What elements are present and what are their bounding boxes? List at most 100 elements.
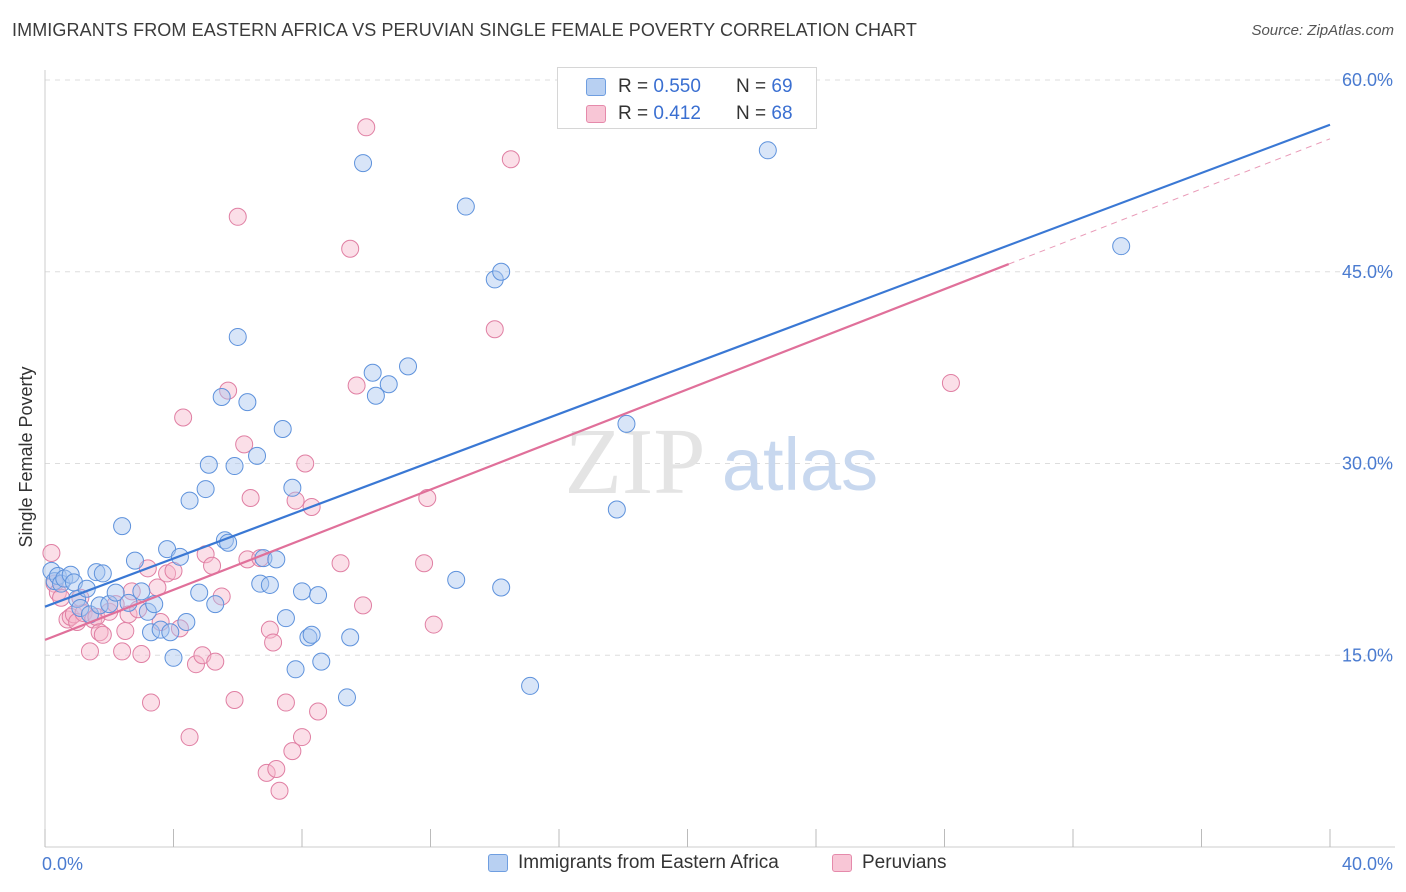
eastern-africa-point-48 bbox=[286, 660, 305, 679]
legend-n-label-2: N = bbox=[736, 103, 767, 124]
legend-n-label-1: N = bbox=[736, 76, 767, 97]
peruvian-point-60 bbox=[354, 596, 373, 615]
eastern-africa-point-26 bbox=[164, 648, 183, 667]
axes bbox=[44, 70, 1395, 848]
eastern-africa-point-3 bbox=[52, 574, 71, 593]
bottom-legend-label-2: Peruvians bbox=[862, 852, 947, 873]
peruvian-point-10 bbox=[80, 642, 99, 661]
eastern-africa-point-11 bbox=[87, 563, 106, 582]
trend-lines bbox=[44, 123, 1331, 641]
blue-swatch bbox=[586, 78, 606, 96]
eastern-africa-point-41 bbox=[251, 574, 270, 593]
peruvian-point-14 bbox=[93, 625, 112, 644]
eastern-africa-point-55 bbox=[341, 628, 360, 647]
eastern-africa-point-32 bbox=[199, 455, 218, 474]
peruvian-point-38 bbox=[219, 381, 238, 400]
eastern-africa-point-14 bbox=[100, 595, 119, 614]
peruvian-point-53 bbox=[293, 728, 311, 747]
eastern-africa-point-69 bbox=[758, 141, 777, 160]
chart-source: Source: ZipAtlas.com bbox=[1251, 22, 1394, 39]
chart-title: IMMIGRANTS FROM EASTERN AFRICA VS PERUVI… bbox=[12, 20, 918, 40]
eastern-africa-point-13 bbox=[93, 564, 112, 583]
peruvian-point-32 bbox=[186, 655, 205, 674]
eastern-africa-point-56 bbox=[354, 154, 373, 173]
peruvian-point-56 bbox=[309, 702, 328, 721]
eastern-africa-point-28 bbox=[177, 613, 196, 632]
eastern-africa-point-53 bbox=[312, 652, 331, 671]
eastern-africa-point-59 bbox=[379, 375, 398, 394]
eastern-africa-point-46 bbox=[276, 609, 295, 628]
eastern-africa-point-44 bbox=[267, 550, 286, 569]
peruvian-point-51 bbox=[283, 742, 302, 761]
stats-legend: R = 0.550 N = 69 R = 0.412 N = 68 bbox=[557, 67, 817, 129]
peruvian-point-0 bbox=[42, 543, 61, 562]
tick-labels: 15.0% 30.0% 45.0% 60.0% 0.0% 40.0% bbox=[42, 70, 1393, 874]
eastern-africa-point-34 bbox=[212, 388, 231, 407]
peruvian-point-62 bbox=[415, 554, 434, 573]
eastern-africa-point-57 bbox=[363, 363, 382, 382]
eastern-africa-point-65 bbox=[492, 578, 511, 597]
eastern-africa-point-58 bbox=[366, 386, 385, 405]
legend-r-label-2: R = bbox=[618, 103, 649, 124]
eastern-africa-point-25 bbox=[161, 623, 180, 642]
watermark-atlas: atlas bbox=[722, 423, 878, 506]
x-tick-label-0: 0.0% bbox=[42, 854, 83, 874]
eastern-africa-point-68 bbox=[617, 414, 636, 433]
peruvian-point-63 bbox=[418, 489, 437, 508]
eastern-africa-trend-line bbox=[44, 123, 1331, 608]
legend-row-peruvians: R = 0.412 N = 68 bbox=[586, 102, 793, 126]
peruvian-point-17 bbox=[113, 642, 132, 661]
peruvian-point-41 bbox=[235, 435, 254, 454]
peruvian-point-58 bbox=[341, 239, 360, 258]
peruvian-point-31 bbox=[180, 728, 199, 747]
eastern-africa-point-29 bbox=[180, 491, 199, 510]
eastern-africa-point-8 bbox=[71, 598, 90, 617]
bottom-legend-peruvians[interactable]: Peruvians bbox=[832, 852, 947, 874]
peruvian-point-20 bbox=[122, 582, 141, 601]
peruvian-point-39 bbox=[225, 690, 244, 709]
bottom-legend-label-1: Immigrants from Eastern Africa bbox=[518, 852, 779, 873]
eastern-africa-point-43 bbox=[260, 575, 279, 594]
eastern-africa-point-37 bbox=[225, 457, 244, 476]
eastern-africa-point-67 bbox=[607, 500, 626, 519]
legend-r-value-2: 0.412 bbox=[653, 103, 701, 124]
y-tick-label-3: 60.0% bbox=[1342, 70, 1393, 90]
peruvian-point-30 bbox=[174, 408, 193, 427]
y-tick-label-2: 45.0% bbox=[1342, 262, 1393, 282]
eastern-africa-point-62 bbox=[456, 197, 475, 216]
legend-row-eastern-africa: R = 0.550 N = 69 bbox=[586, 75, 793, 99]
eastern-africa-point-49 bbox=[293, 582, 311, 601]
peruvian-point-64 bbox=[424, 615, 443, 634]
peruvian-point-54 bbox=[296, 454, 315, 473]
peruvian-point-36 bbox=[206, 652, 225, 671]
peruvian-point-61 bbox=[357, 118, 376, 137]
bottom-legend-eastern-africa[interactable]: Immigrants from Eastern Africa bbox=[488, 852, 779, 874]
eastern-africa-point-17 bbox=[119, 593, 138, 612]
peruvian-point-13 bbox=[90, 623, 109, 642]
peruvian-point-29 bbox=[170, 619, 189, 638]
eastern-africa-point-12 bbox=[90, 596, 109, 615]
peruvian-point-43 bbox=[241, 489, 260, 508]
eastern-africa-point-19 bbox=[132, 582, 151, 601]
eastern-africa-point-18 bbox=[125, 551, 144, 570]
eastern-africa-point-52 bbox=[309, 586, 328, 605]
eastern-africa-point-30 bbox=[190, 583, 209, 602]
y-axis-title: Single Female Poverty bbox=[16, 366, 36, 547]
pink-swatch bbox=[586, 105, 606, 123]
eastern-africa-point-54 bbox=[337, 688, 356, 707]
eastern-africa-point-64 bbox=[492, 262, 511, 281]
eastern-africa-point-38 bbox=[228, 327, 247, 346]
eastern-africa-point-45 bbox=[273, 419, 292, 438]
peruvian-point-37 bbox=[212, 587, 231, 606]
eastern-africa-points bbox=[42, 141, 1131, 707]
eastern-africa-point-39 bbox=[238, 393, 257, 412]
eastern-africa-point-40 bbox=[248, 446, 267, 465]
eastern-africa-point-16 bbox=[113, 517, 132, 536]
eastern-africa-point-61 bbox=[447, 570, 466, 589]
eastern-africa-point-31 bbox=[196, 480, 215, 499]
eastern-africa-point-66 bbox=[521, 676, 540, 695]
eastern-africa-point-47 bbox=[283, 478, 302, 497]
peruvian-point-59 bbox=[347, 376, 366, 395]
peruvian-point-40 bbox=[228, 207, 247, 226]
peruvians-points bbox=[42, 118, 960, 800]
